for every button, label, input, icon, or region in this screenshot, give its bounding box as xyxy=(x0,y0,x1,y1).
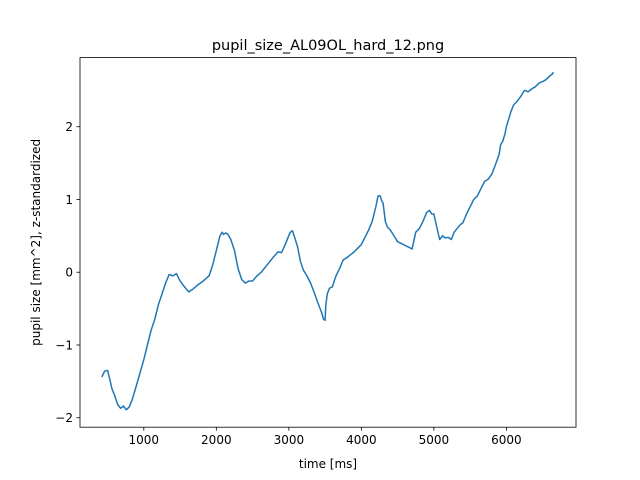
x-tick-label: 1000 xyxy=(129,433,160,447)
axes-frame xyxy=(79,57,577,428)
x-tick-label: 3000 xyxy=(274,433,305,447)
x-tick-label: 6000 xyxy=(491,433,522,447)
y-axis-label: pupil size [mm^2], z-standardized xyxy=(29,139,43,346)
x-tick-label: 4000 xyxy=(346,433,377,447)
x-axis-ticks: 1000 2000 3000 4000 5000 6000 xyxy=(129,427,522,447)
x-axis-label: time [ms] xyxy=(299,457,357,471)
y-tick-label: −1 xyxy=(55,338,73,352)
y-tick-label: 2 xyxy=(65,120,73,134)
y-axis-ticks: −2 −1 0 1 2 xyxy=(55,120,80,425)
y-tick-label: 1 xyxy=(65,193,73,207)
x-tick-label: 2000 xyxy=(201,433,232,447)
chart-title: pupil_size_AL09OL_hard_12.png xyxy=(212,38,444,54)
x-tick-label: 5000 xyxy=(419,433,450,447)
series-line-0 xyxy=(101,71,555,411)
plot-layer xyxy=(101,71,555,411)
y-tick-label: 0 xyxy=(65,266,73,280)
y-tick-label: −2 xyxy=(55,411,73,425)
